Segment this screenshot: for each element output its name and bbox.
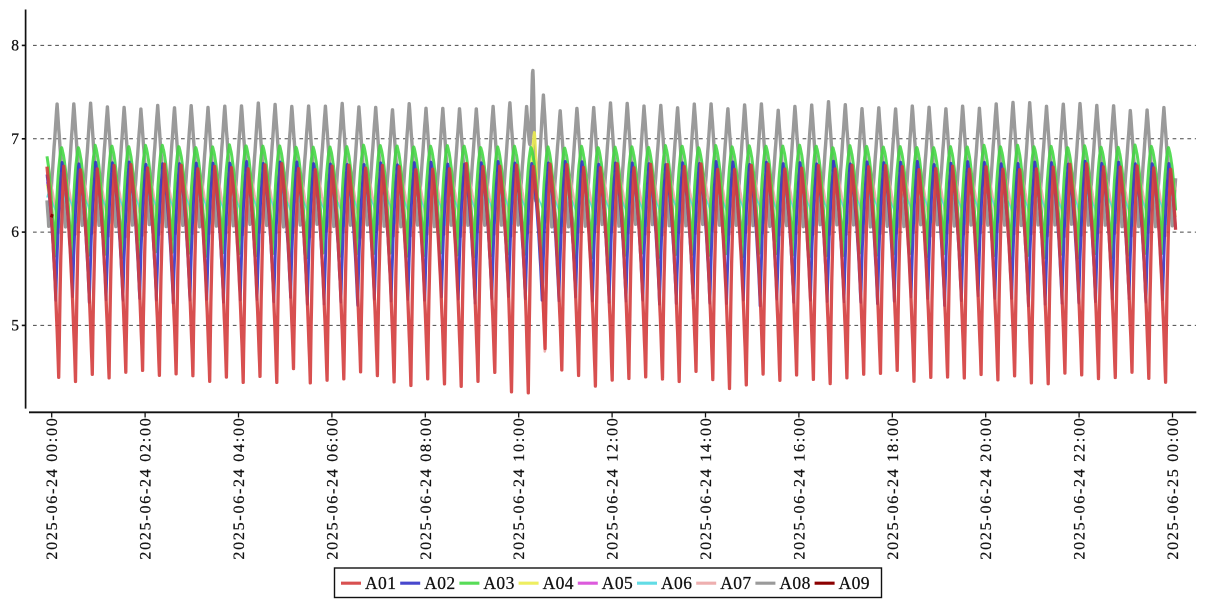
svg-text:2025-06-24 16:00: 2025-06-24 16:00 [791,417,808,560]
svg-text:2025-06-24 00:00: 2025-06-24 00:00 [44,417,61,560]
svg-text:5: 5 [11,317,19,334]
svg-text:2025-06-24 02:00: 2025-06-24 02:00 [138,417,155,560]
svg-text:A04: A04 [543,573,574,593]
svg-text:A05: A05 [602,573,633,593]
svg-text:2025-06-24 22:00: 2025-06-24 22:00 [1072,417,1089,560]
svg-text:2025-06-24 10:00: 2025-06-24 10:00 [511,417,528,560]
svg-text:A08: A08 [779,573,810,593]
svg-text:2025-06-24 06:00: 2025-06-24 06:00 [324,417,341,560]
svg-text:A01: A01 [365,573,396,593]
svg-text:2025-06-24 20:00: 2025-06-24 20:00 [978,417,995,560]
svg-text:2025-06-24 14:00: 2025-06-24 14:00 [698,417,715,560]
svg-text:2025-06-24 04:00: 2025-06-24 04:00 [231,417,248,560]
svg-text:2025-06-24 12:00: 2025-06-24 12:00 [605,417,622,560]
svg-text:2025-06-24 18:00: 2025-06-24 18:00 [885,417,902,560]
svg-text:A07: A07 [720,573,751,593]
svg-text:2025-06-24 08:00: 2025-06-24 08:00 [418,417,435,560]
svg-text:7: 7 [11,131,19,148]
svg-text:8: 8 [11,37,19,54]
svg-text:A09: A09 [839,573,870,593]
svg-text:6: 6 [11,224,19,241]
svg-text:2025-06-25 00:00: 2025-06-25 00:00 [1165,417,1182,560]
svg-text:A06: A06 [661,573,692,593]
svg-text:A03: A03 [483,573,514,593]
svg-text:A02: A02 [424,573,455,593]
